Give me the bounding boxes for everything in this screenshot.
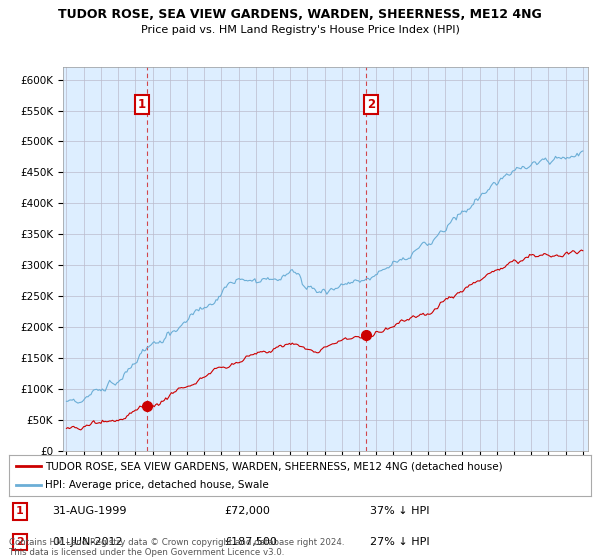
Text: 31-AUG-1999: 31-AUG-1999 (53, 506, 127, 516)
Text: 1: 1 (137, 98, 146, 111)
Text: Price paid vs. HM Land Registry's House Price Index (HPI): Price paid vs. HM Land Registry's House … (140, 25, 460, 35)
Text: 2: 2 (367, 98, 376, 111)
Text: 27% ↓ HPI: 27% ↓ HPI (370, 537, 430, 547)
Text: 01-JUN-2012: 01-JUN-2012 (53, 537, 123, 547)
Text: TUDOR ROSE, SEA VIEW GARDENS, WARDEN, SHEERNESS, ME12 4NG (detached house): TUDOR ROSE, SEA VIEW GARDENS, WARDEN, SH… (45, 461, 503, 471)
Text: £72,000: £72,000 (224, 506, 270, 516)
Text: £187,500: £187,500 (224, 537, 277, 547)
Text: 1: 1 (16, 506, 24, 516)
Text: HPI: Average price, detached house, Swale: HPI: Average price, detached house, Swal… (45, 480, 269, 489)
Text: TUDOR ROSE, SEA VIEW GARDENS, WARDEN, SHEERNESS, ME12 4NG: TUDOR ROSE, SEA VIEW GARDENS, WARDEN, SH… (58, 8, 542, 21)
Text: 2: 2 (16, 537, 24, 547)
Text: Contains HM Land Registry data © Crown copyright and database right 2024.
This d: Contains HM Land Registry data © Crown c… (9, 538, 344, 557)
Text: 37% ↓ HPI: 37% ↓ HPI (370, 506, 430, 516)
